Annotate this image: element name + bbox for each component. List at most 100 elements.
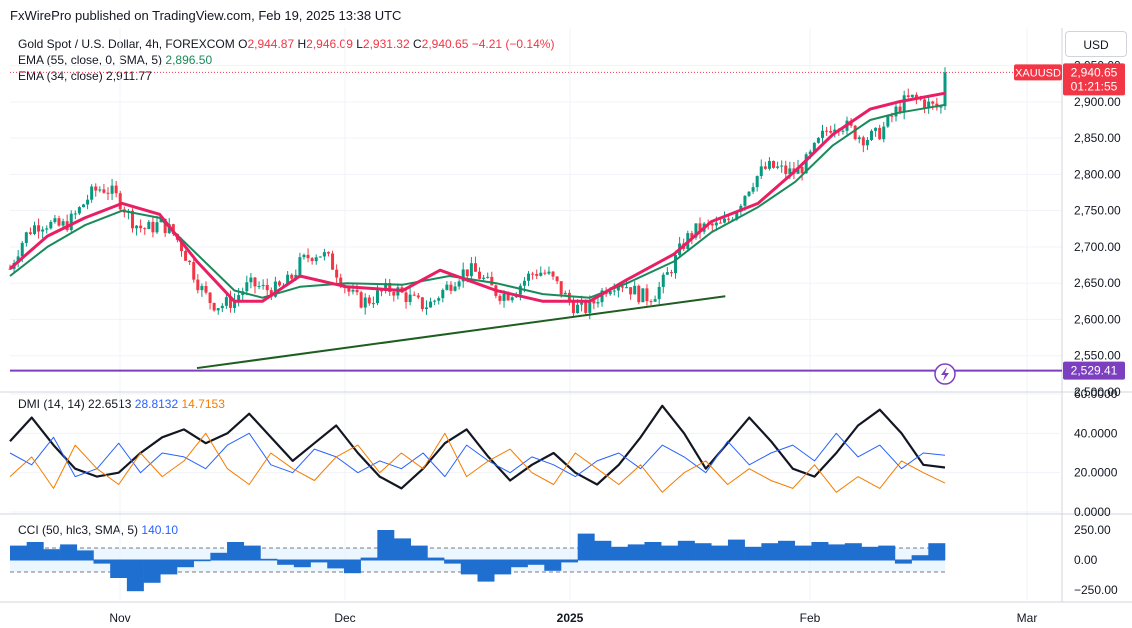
candle [571,295,575,317]
candle-body [339,277,343,287]
candle-body [808,151,812,155]
candle [69,210,73,232]
candle [563,290,567,295]
candle-body [829,131,833,133]
candle-body [543,272,547,274]
candle [143,227,147,235]
dmi-legend[interactable]: DMI (14, 14) 22.6513 28.8132 14.7153 [18,397,225,411]
candle-body [559,281,563,295]
cci-bar [577,533,595,560]
cci-bar [844,543,862,560]
cci-bar [277,560,295,565]
candle [535,269,539,279]
candle-body [196,279,200,291]
candle [45,225,49,234]
candle-body [220,305,224,309]
candle-body [641,288,645,303]
candle [886,114,890,128]
candle-body [216,308,220,311]
candle-body [106,192,110,194]
cci-bar [427,557,445,560]
high-key: H [297,37,307,51]
symbol-row[interactable]: Gold Spot / U.S. Dollar, 4h, FOREXCOM O2… [18,36,554,52]
candle-body [461,269,465,282]
cci-bar [193,560,211,562]
cci-bar [227,542,245,560]
candle [461,262,465,288]
candle-body [747,191,751,196]
cci-bar [778,540,796,560]
candle-body [943,72,947,107]
ema55-line [9,103,946,299]
plus-di-value: 28.8132 [134,397,179,411]
candle [767,157,771,171]
candle-body [420,297,424,310]
candle [870,129,874,142]
symbol-label: Gold Spot / U.S. Dollar, 4h, FOREXCOM [18,37,235,51]
cci-bar [110,560,128,578]
candle-body [567,292,571,302]
cci-bar [627,544,645,560]
cci-bar [611,546,629,560]
candle-body [224,297,228,306]
candle-body [208,292,212,304]
candle-body [665,272,669,275]
candle-body [776,166,780,168]
candle [331,250,335,270]
candle-body [657,286,661,300]
candle [580,295,584,312]
candle-body [510,297,514,301]
candle-body [853,125,857,140]
candle-body [767,160,771,169]
candle [784,160,788,179]
candle-body [674,255,678,274]
candle [204,281,208,295]
dmi-tick-label: 40.0000 [1074,426,1118,440]
candle [81,203,85,208]
candle-body [588,300,592,313]
cci-bar [794,545,812,560]
alert-icon [934,363,956,385]
candle [449,281,453,295]
candle [482,274,486,282]
candle-body [608,290,612,295]
candle [326,251,330,257]
candle-body [690,233,694,238]
candle-body [743,195,747,206]
candle-body [710,223,714,226]
currency-button[interactable]: USD [1065,31,1127,57]
candle [902,90,906,120]
candle [404,289,408,309]
candle [363,293,367,315]
cci-tick-label: 0.00 [1074,553,1098,567]
candle-body [188,260,192,263]
cci-bar [711,545,729,560]
candle [763,161,767,170]
candle [657,281,661,305]
candle-body [841,130,845,132]
dmi-tick-label: 0.0000 [1074,505,1111,519]
candle-body [139,225,143,229]
candle [37,218,41,239]
candle [49,219,53,230]
candle-body [478,271,482,279]
cci-bar [293,560,311,568]
ema34-row[interactable]: EMA (34, close) 2,911.77 [18,68,554,84]
candle [408,287,412,306]
cci-bar [677,540,695,560]
candle [151,216,155,238]
candle-body [547,271,551,274]
cci-bar [394,538,412,560]
candle [625,281,629,289]
symbol-tag-text: XAUUSD [1015,67,1061,79]
ema55-row[interactable]: EMA (55, close, 0, SMA, 5) 2,896.50 [18,52,554,68]
candle-body [445,284,449,290]
cci-tick-label: −250.00 [1074,583,1118,597]
candle-body [404,292,408,303]
candle-body [94,186,98,191]
candle-body [833,129,837,133]
cci-legend[interactable]: CCI (50, hlc3, SMA, 5) 140.10 [18,523,178,537]
candle-body [649,301,653,303]
candle-body [486,276,490,278]
